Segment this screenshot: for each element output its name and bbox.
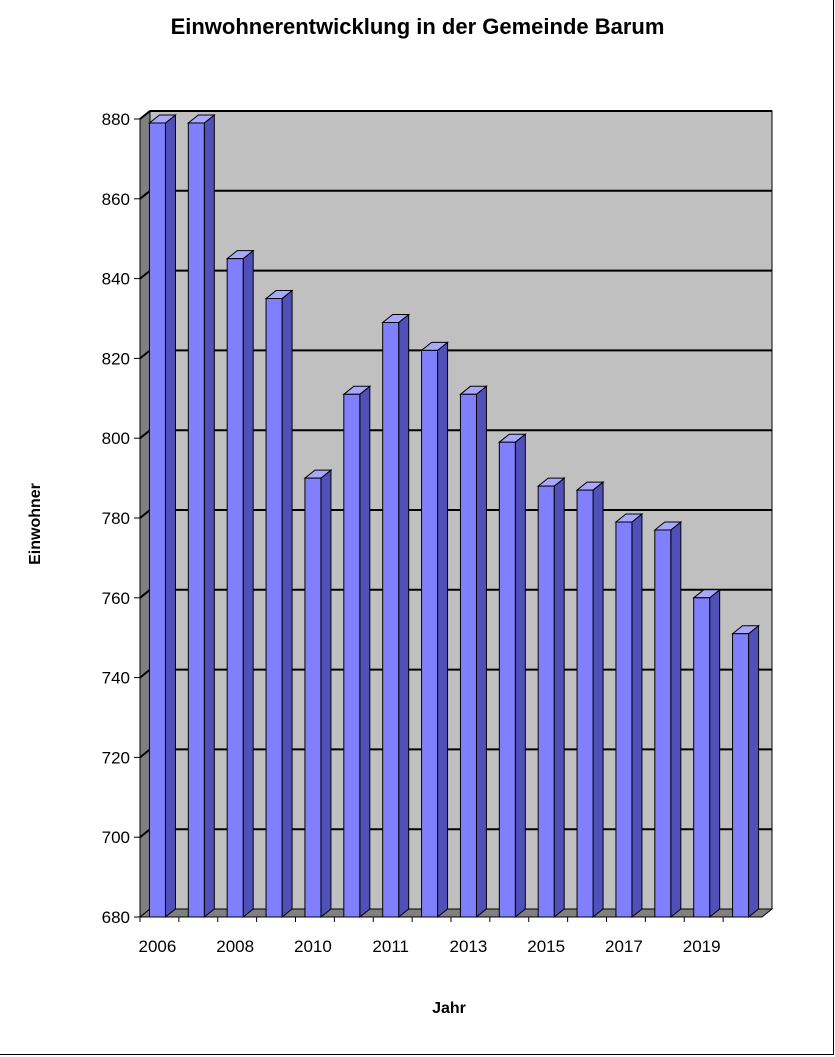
bar [575,481,605,919]
x-tick-label: 2010 [294,937,332,956]
bar [497,433,527,919]
y-tick-label: 740 [102,669,130,688]
bar [264,289,294,919]
chart-title: Einwohnerentwicklung in der Gemeinde Bar… [170,14,665,39]
bar-front [459,393,477,918]
bar-side [437,341,449,919]
y-tick-label: 860 [102,190,130,209]
x-tick-label: 2011 [372,937,409,956]
bar-side [398,313,410,919]
bar [186,113,216,919]
bar-front [654,529,672,918]
y-tick-label: 880 [102,110,130,129]
bar-front [343,393,361,918]
bar-front [576,489,594,918]
bar-side [514,433,526,919]
bar-front [537,485,555,918]
x-tick-label: 2015 [527,937,565,956]
bar [459,385,488,919]
y-tick-label: 840 [102,270,130,289]
y-tick-label: 800 [102,429,130,448]
bar [420,341,449,919]
y-tick-label: 780 [102,509,130,528]
bar-side [475,385,487,919]
bar-front [148,122,166,918]
bar [614,512,644,919]
bar [303,469,333,919]
bar [692,588,722,919]
bar-side [592,481,604,919]
bar-side [320,469,332,919]
bar [148,113,177,919]
x-tick-label: 2013 [450,937,488,956]
bar-front [693,597,711,918]
x-tick-label: 2019 [683,937,721,956]
x-tick-label: 2017 [605,937,643,956]
bar-side [709,588,721,919]
bar-front [265,298,283,918]
y-tick-label: 820 [102,349,130,368]
y-tick-label: 760 [102,589,130,608]
bar [381,313,411,919]
bar-front [615,521,633,918]
bar-front [187,122,205,918]
gridline-top [139,110,772,120]
x-tick-label: 2008 [216,937,254,956]
bar-side [670,520,682,919]
x-tick-label: 2006 [139,937,177,956]
bar-side [242,249,254,919]
bar-side [748,624,760,919]
bar [536,477,566,919]
bar [225,249,255,919]
bar-front [498,441,516,918]
bar [342,385,372,919]
bar-side [203,113,215,919]
y-tick-label: 680 [102,908,130,927]
bar-front [732,633,750,918]
bar-side [553,477,565,919]
bar-side [164,113,176,919]
bar [731,624,760,919]
bar-front [421,349,439,918]
y-tick-label: 700 [102,828,130,847]
bar-front [226,258,244,918]
bar-side [631,512,643,919]
bar-front [382,321,400,918]
bar-side [281,289,293,919]
bar-side [359,385,371,919]
bar-front [304,477,322,918]
bar [653,520,683,919]
x-axis-label: Jahr [432,1000,466,1017]
y-tick-label: 720 [102,748,130,767]
